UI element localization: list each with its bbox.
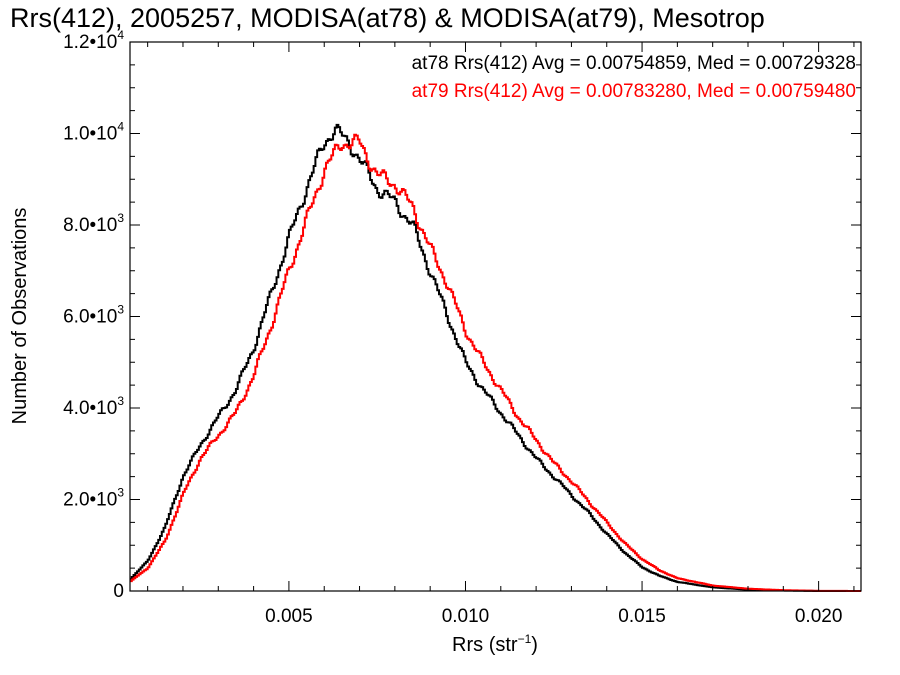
plot-frame (129, 41, 862, 592)
y-axis-label: Number of Observations (9, 208, 31, 425)
y-tick-label: 6.0•103 (63, 303, 124, 328)
x-tick-label: 0.015 (618, 606, 666, 627)
x-tick-label: 0.020 (795, 606, 843, 627)
y-tick-label: 1.2•104 (63, 28, 124, 53)
y-tick-label: 0 (113, 581, 124, 602)
y-tick-label: 2.0•103 (63, 486, 124, 511)
legend-at78: at78 Rrs(412) Avg = 0.00754859, Med = 0.… (412, 53, 856, 74)
x-ticks: 0.005 0.010 0.015 0.020 (147, 42, 855, 627)
x-axis-label: Rrs (str−1) (452, 632, 538, 656)
legend-at79: at79 Rrs(412) Avg = 0.00783280, Med = 0.… (412, 81, 856, 102)
series-line-at79 (130, 133, 861, 592)
x-tick-label: 0.010 (442, 606, 490, 627)
y-ticks: 0 2.0•103 4.0•103 6.0•103 8.0•103 1.0•104 1.2•… (63, 28, 861, 602)
y-tick-label: 4.0•103 (63, 394, 124, 419)
y-tick-label: 1.0•104 (63, 120, 124, 145)
series-group (130, 123, 861, 592)
x-tick-label: 0.005 (265, 606, 313, 627)
chart-title: Rrs(412), 2005257, MODISA(at78) & MODISA… (10, 3, 765, 33)
y-tick-label: 8.0•103 (63, 211, 124, 236)
series-line-at78 (130, 123, 861, 592)
